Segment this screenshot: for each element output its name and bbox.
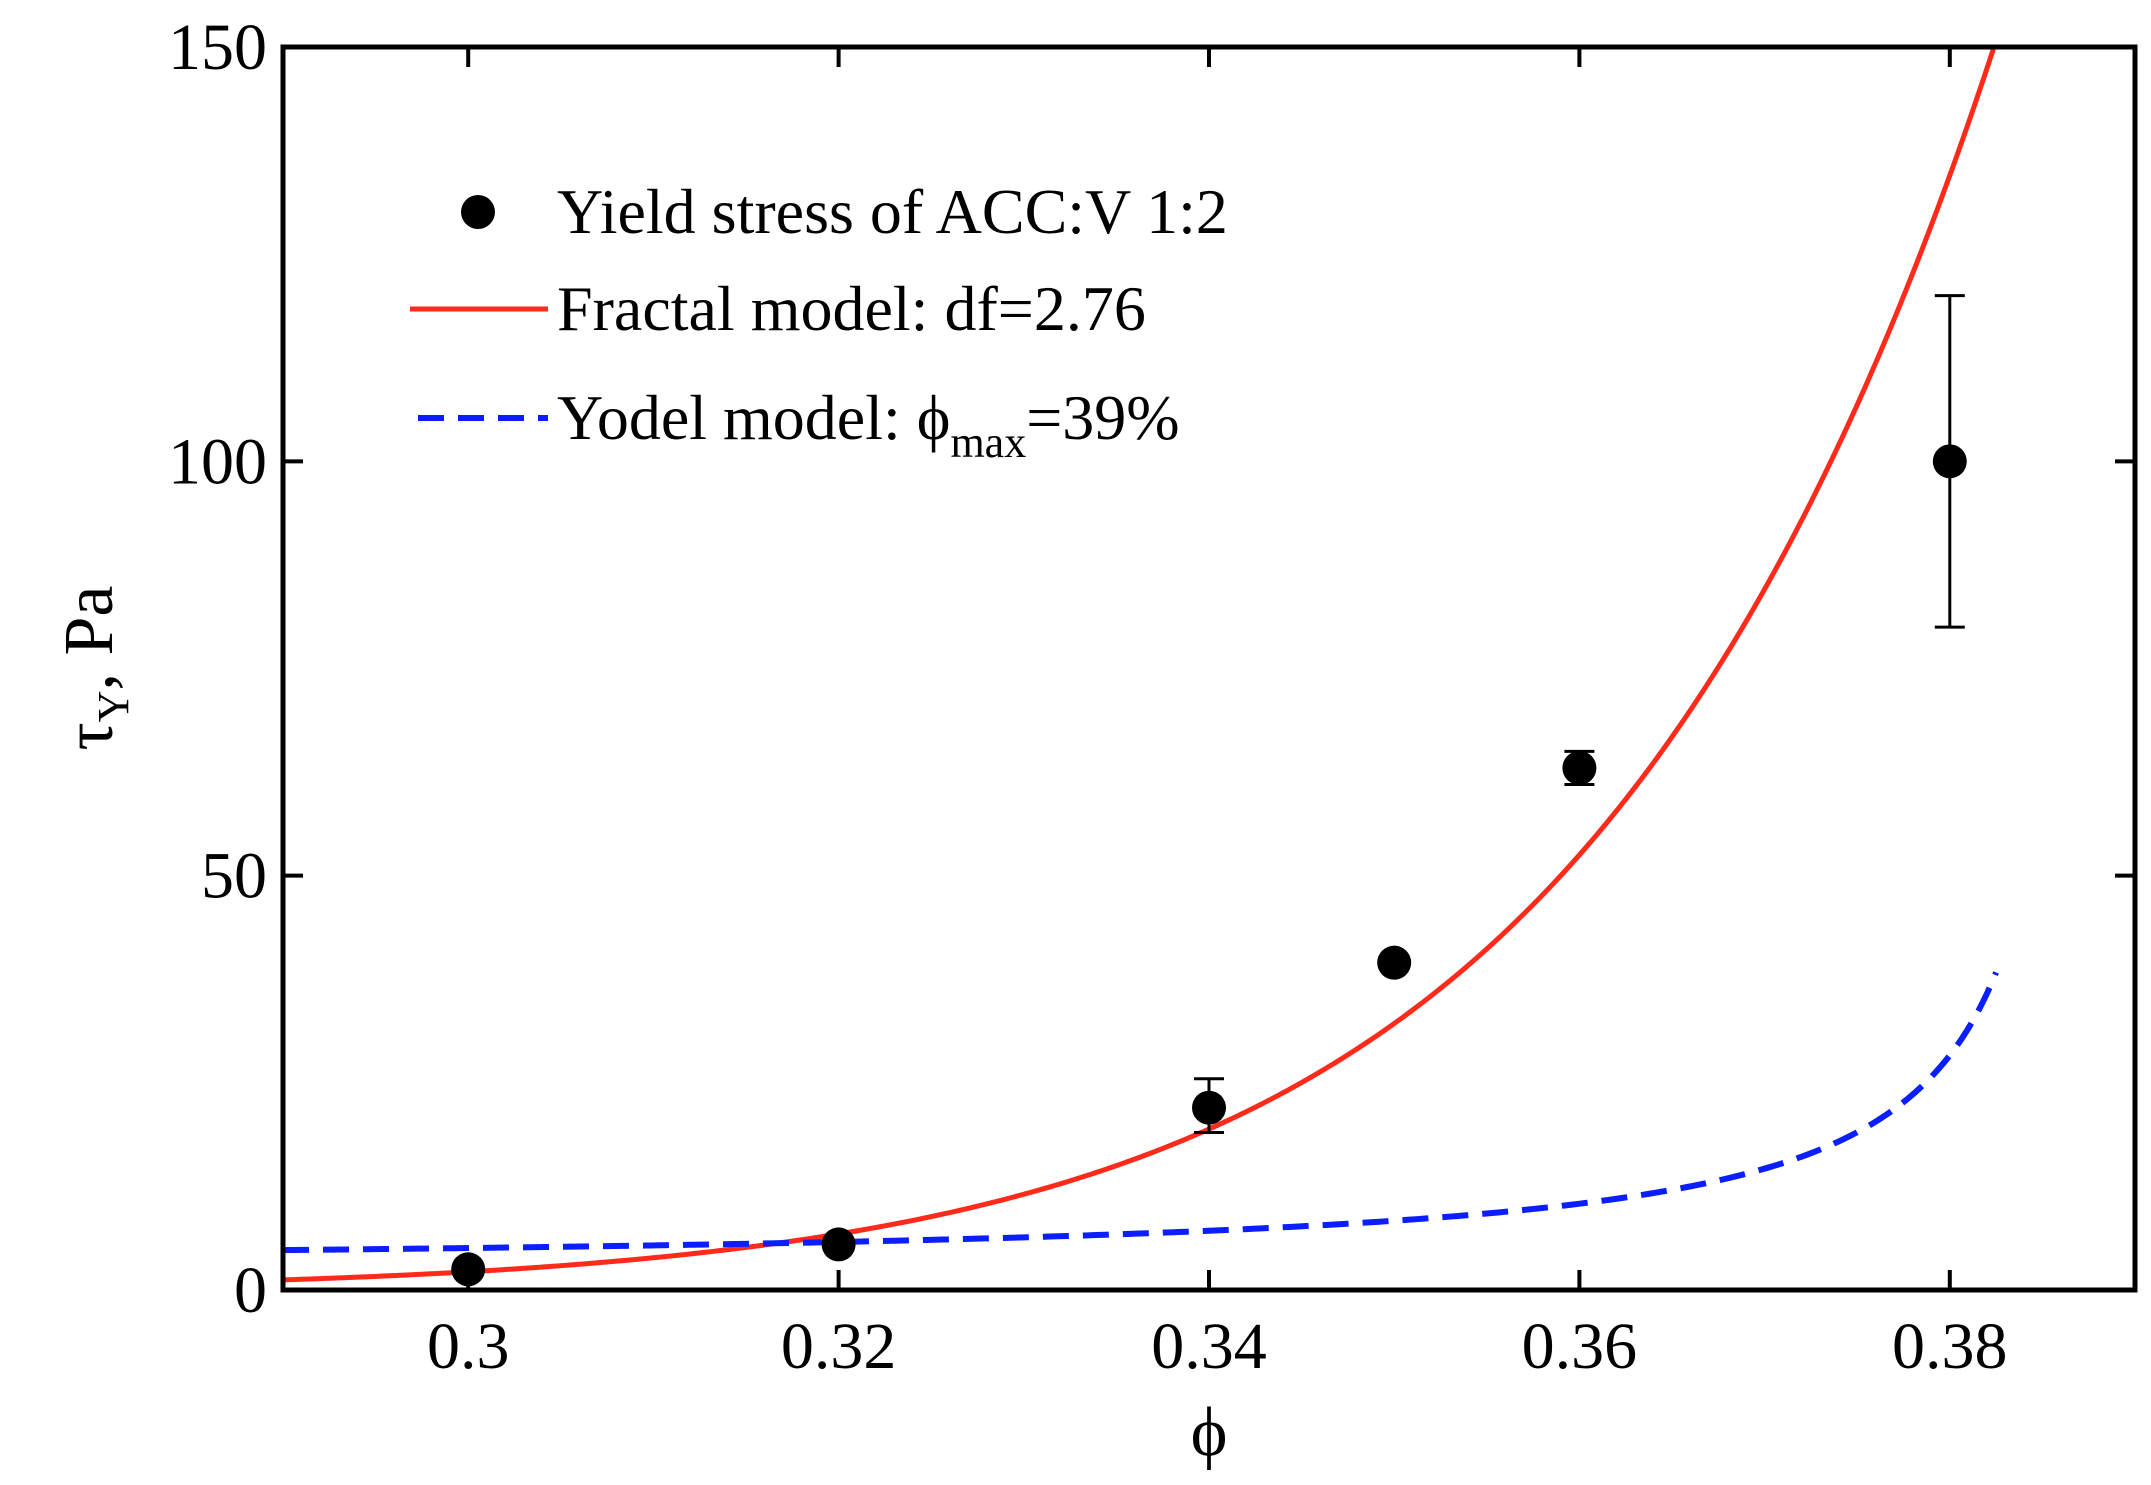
y-tick-label: 0 bbox=[234, 1254, 267, 1327]
y-tick-label: 150 bbox=[168, 11, 267, 84]
legend-label-yodel-rest: =39% bbox=[1026, 382, 1179, 453]
legend-label-yodel-sub: max bbox=[950, 418, 1026, 467]
y-axis-label: τY, Pa bbox=[51, 586, 138, 751]
legend: Yield stress of ACC:V 1:2 Fractal model:… bbox=[410, 176, 1228, 467]
y-tick-label: 50 bbox=[201, 840, 267, 913]
data-point bbox=[1562, 750, 1597, 785]
y-axis-label-base: τ bbox=[51, 722, 128, 750]
x-axis-label: ϕ bbox=[1191, 1394, 1228, 1471]
data-point bbox=[821, 1227, 856, 1262]
x-tick-label: 0.34 bbox=[1151, 1310, 1267, 1383]
legend-marker-points bbox=[461, 195, 495, 229]
data-point bbox=[1377, 945, 1412, 980]
data-point bbox=[1192, 1090, 1226, 1125]
yodel-model-line bbox=[283, 971, 1999, 1254]
data-points bbox=[451, 444, 1967, 1287]
y-axis-label-rest: , Pa bbox=[51, 586, 128, 691]
legend-label-fractal: Fractal model: df=2.76 bbox=[557, 273, 1146, 344]
data-point bbox=[1932, 444, 1967, 479]
legend-label-points: Yield stress of ACC:V 1:2 bbox=[557, 176, 1228, 247]
x-tick-label: 0.36 bbox=[1522, 1310, 1638, 1383]
data-point bbox=[451, 1252, 486, 1287]
curves-layer bbox=[283, 47, 1999, 1283]
x-tick-label: 0.32 bbox=[781, 1310, 897, 1383]
y-tick-labels: 0 50 100 150 bbox=[168, 11, 267, 1327]
legend-label-yodel-main: Yodel model: ϕ bbox=[557, 382, 950, 453]
axis-ticks bbox=[283, 45, 2135, 1292]
x-tick-label: 0.3 bbox=[427, 1310, 510, 1383]
y-tick-label: 100 bbox=[168, 425, 267, 498]
fractal-model-line bbox=[283, 47, 1997, 1283]
legend-label-yodel: Yodel model: ϕmax=39% bbox=[557, 382, 1180, 467]
x-tick-label: 0.38 bbox=[1892, 1310, 2008, 1383]
y-axis-label-sub: Y bbox=[89, 691, 138, 723]
x-tick-labels: 0.3 0.32 0.34 0.36 0.38 bbox=[427, 1310, 2008, 1383]
